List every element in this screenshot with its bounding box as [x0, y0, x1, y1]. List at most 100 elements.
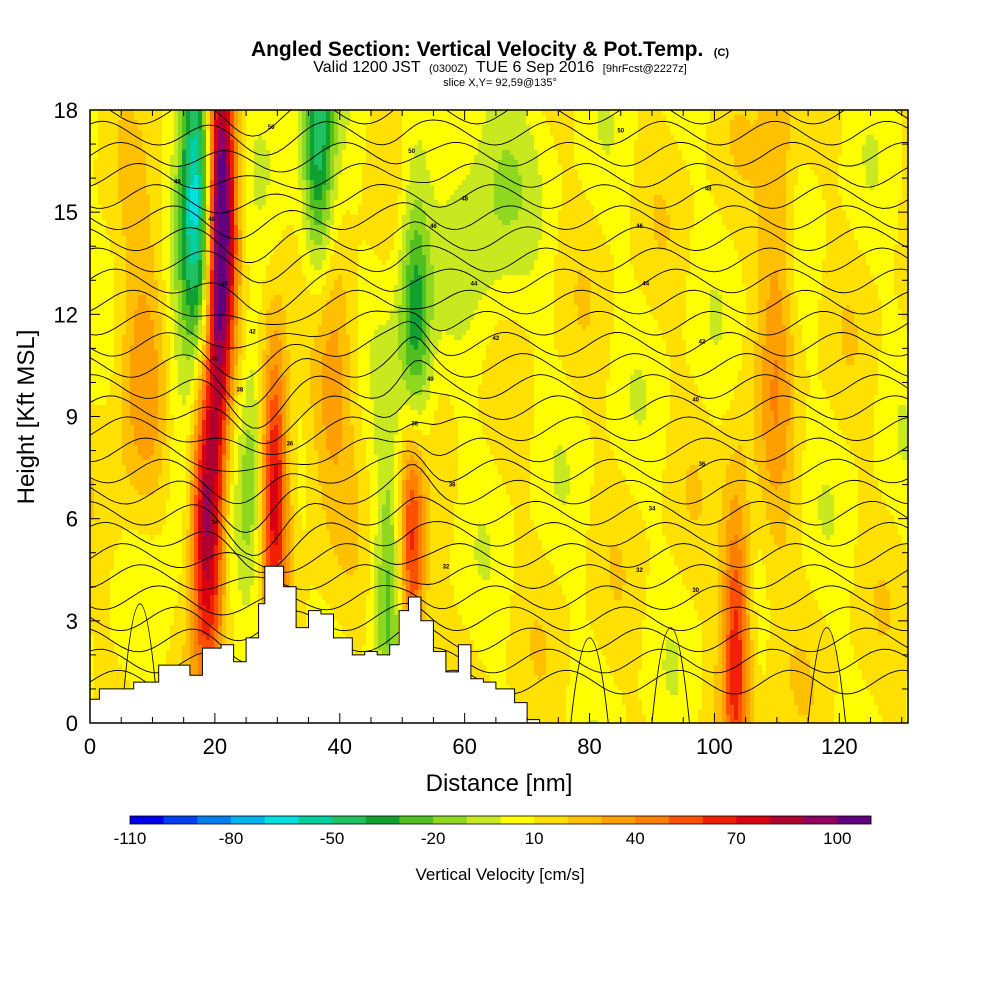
colorbar-swatch	[702, 816, 737, 824]
velocity-field	[90, 110, 908, 723]
terrain-mask	[89, 565, 908, 724]
contour-label: 36	[699, 462, 706, 468]
colorbar-swatch	[264, 816, 299, 824]
contour-label: 36	[449, 483, 456, 489]
y-tick-label: 6	[66, 507, 78, 532]
valid-line: Valid 1200 JST (0300Z) TUE 6 Sep 2016 [9…	[313, 59, 686, 76]
contour-label: 32	[636, 568, 643, 574]
contour-label: 38	[237, 387, 244, 393]
contour-label: 32	[443, 564, 450, 570]
valid-date: TUE 6 Sep 2016	[476, 59, 594, 76]
colorbar-tick-label: 100	[823, 829, 851, 848]
theta-contour-line	[90, 163, 908, 190]
x-tick-label: 120	[821, 734, 858, 759]
forecast-info: [9hrFcst@2227z]	[603, 63, 687, 75]
colorbar-swatch	[534, 816, 569, 824]
chart-title: Angled Section: Vertical Velocity & Pot.…	[251, 38, 703, 61]
theta-contour-line	[90, 268, 908, 315]
contour-label: 44	[642, 282, 649, 288]
x-tick-label: 20	[203, 734, 227, 759]
contour-label: 34	[649, 506, 656, 512]
x-tick-label: 80	[577, 734, 601, 759]
theta-contour-line	[90, 564, 908, 591]
colorbar-tick-label: -80	[219, 829, 244, 848]
y-tick-label: 9	[66, 405, 78, 430]
theta-contour-line	[651, 627, 690, 723]
theta-contour-line	[90, 245, 908, 284]
y-tick-label: 15	[54, 200, 78, 225]
contour-label: 42	[249, 329, 256, 335]
contour-label: 38	[411, 421, 418, 427]
colorbar-tick-label: -20	[421, 829, 446, 848]
contour-label: 46	[430, 224, 437, 230]
colorbar-swatch	[399, 816, 434, 824]
colorbar-tick-label: -50	[320, 829, 345, 848]
contour-label: 48	[208, 217, 215, 223]
x-tick-label: 60	[452, 734, 476, 759]
theta-contour-line	[90, 202, 908, 240]
colorbar-swatch	[803, 816, 838, 824]
colorbar-tick-label: 70	[727, 829, 746, 848]
colorbar-ticks: -110 -80 -50 -20 10 40 70 100	[114, 829, 852, 848]
contour-label: 48	[461, 197, 468, 203]
theta-contour-line	[90, 416, 908, 455]
colorbar-swatch	[197, 816, 232, 824]
contour-label: 50	[268, 125, 275, 131]
colorbar-swatch	[500, 816, 535, 824]
valid-prefix: Valid 1200 JST	[313, 59, 421, 76]
y-axis-label: Height [Kft MSL]	[13, 330, 40, 505]
colorbar-swatch	[736, 816, 771, 824]
contour-label: 34	[212, 520, 219, 526]
colorbar-swatch	[567, 816, 602, 824]
colorbar-tick-label: -110	[114, 829, 147, 848]
theta-contour-line	[90, 584, 908, 616]
theta-contour-line	[120, 603, 160, 723]
colorbar-swatch	[231, 816, 266, 824]
contour-label: 40	[427, 377, 434, 383]
theta-contour-line	[90, 310, 908, 349]
colorbar-swatch	[332, 816, 367, 824]
colorbar-swatch	[668, 816, 703, 824]
contour-label: 40	[212, 357, 219, 363]
colorbar-swatch	[163, 816, 198, 824]
contour-labels: 50 48 48 50 50 48 48 46 46 44 44 44 42 42 42 40 40 40 38 38…	[174, 125, 712, 594]
x-axis: 0 20 40 60 80 100 120	[84, 110, 903, 759]
theta-contours	[90, 110, 908, 723]
contour-label: 48	[705, 186, 712, 192]
theta-contour-line	[90, 450, 908, 505]
contour-label: 30	[692, 588, 699, 594]
x-tick-label: 40	[328, 734, 352, 759]
theta-contour-line	[90, 602, 908, 642]
contour-label: 48	[174, 180, 181, 186]
colorbar-label: Vertical Velocity [cm/s]	[415, 865, 584, 884]
y-tick-label: 3	[66, 609, 78, 634]
colorbar-swatch	[837, 816, 872, 824]
y-tick-label: 0	[66, 711, 78, 736]
theta-contour-line	[90, 464, 908, 533]
theta-contour-line	[90, 336, 908, 408]
valid-utc: (0300Z)	[429, 63, 468, 75]
x-tick-label: 100	[696, 734, 733, 759]
contour-label: 36	[286, 442, 293, 448]
contour-label: 44	[221, 282, 228, 288]
colorbar-tick-label: 40	[626, 829, 645, 848]
colorbar-swatch	[769, 816, 804, 824]
theta-contour-line	[90, 496, 908, 557]
colorbar-swatch	[466, 816, 501, 824]
y-tick-label: 12	[54, 302, 78, 327]
colorbar-tick-label: 10	[525, 829, 544, 848]
title-units: (C)	[714, 47, 730, 59]
x-tick-label: 0	[84, 734, 96, 759]
theta-contour-line	[90, 543, 908, 573]
colorbar-swatch	[130, 816, 164, 824]
colorbar-swatch	[433, 816, 468, 824]
contour-label: 40	[692, 397, 699, 403]
theta-contour-line	[90, 390, 908, 445]
theta-contour-line	[90, 289, 908, 325]
theta-contour-line	[807, 627, 847, 723]
contour-label: 42	[493, 336, 500, 342]
contour-label: 46	[636, 224, 643, 230]
colorbar-swatch	[365, 816, 400, 824]
colorbar-swatch	[298, 816, 333, 824]
